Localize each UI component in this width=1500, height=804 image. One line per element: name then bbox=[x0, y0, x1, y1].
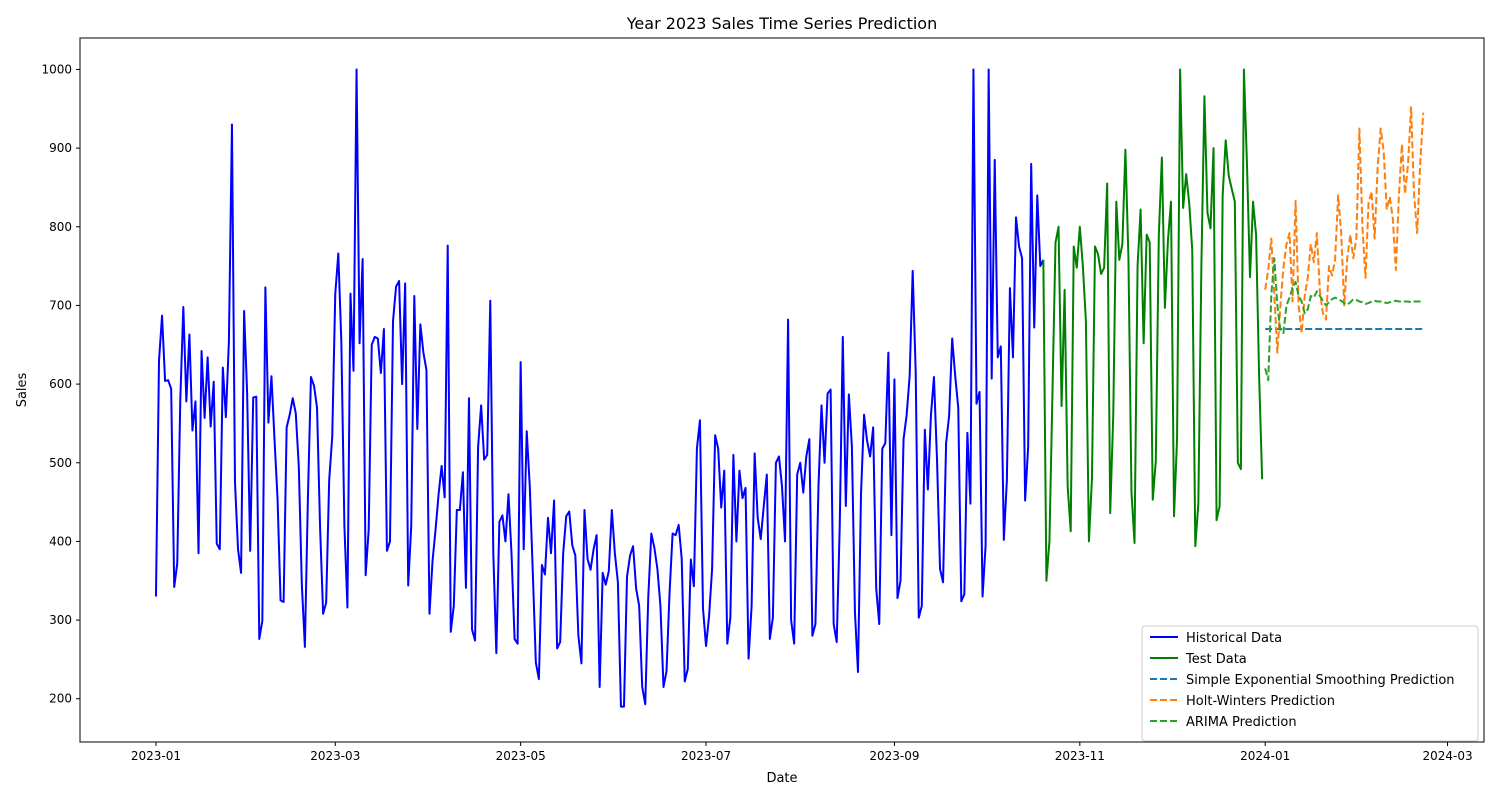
y-tick-label: 700 bbox=[49, 298, 72, 312]
ticks-layer: 2023-01 2023-03 2023-05 2023-07 2023-09 2023-… bbox=[41, 62, 1472, 763]
x-tick-label: 2023-03 bbox=[310, 749, 360, 763]
series-line-arima-prediction bbox=[1264, 257, 1424, 382]
y-tick-label: 600 bbox=[49, 377, 72, 391]
y-tick-label: 400 bbox=[49, 534, 72, 548]
x-tick-label: 2023-09 bbox=[869, 749, 919, 763]
legend-box bbox=[1141, 625, 1479, 742]
legend-label-test-data: Test Data bbox=[1185, 652, 1247, 667]
x-tick-label: 2024-03 bbox=[1422, 749, 1472, 763]
x-tick-label: 2023-01 bbox=[131, 749, 181, 763]
series-line-historical-data bbox=[154, 68, 1045, 708]
y-tick-label: 900 bbox=[49, 141, 72, 155]
x-tick-label: 2023-11 bbox=[1055, 749, 1105, 763]
legend-label-historical-data: Historical Data bbox=[1186, 631, 1282, 646]
legend-label-simple-exponential-smoothing-prediction: Simple Exponential Smoothing Prediction bbox=[1186, 673, 1455, 688]
x-tick-label: 2023-05 bbox=[496, 749, 546, 763]
series-line-test-data bbox=[1042, 68, 1264, 582]
x-axis-label: Date bbox=[766, 771, 797, 786]
y-tick-label: 300 bbox=[49, 613, 72, 627]
plot-frame bbox=[79, 37, 1485, 743]
series-layer bbox=[154, 68, 1425, 708]
y-tick-label: 500 bbox=[49, 456, 72, 470]
x-tick-label: 2023-07 bbox=[681, 749, 731, 763]
legend-label-arima-prediction: ARIMA Prediction bbox=[1186, 715, 1297, 730]
series-line-holt-winters-prediction bbox=[1264, 106, 1425, 354]
legend: Historical Data Test Data Simple Exponenti… bbox=[1141, 625, 1479, 742]
y-tick-label: 200 bbox=[49, 692, 72, 706]
chart-title: Year 2023 Sales Time Series Prediction bbox=[626, 14, 937, 33]
y-axis-label: Sales bbox=[15, 372, 30, 407]
legend-label-holt-winters-prediction: Holt-Winters Prediction bbox=[1186, 694, 1335, 709]
y-tick-label: 1000 bbox=[41, 62, 72, 76]
y-tick-label: 800 bbox=[49, 220, 72, 234]
x-tick-label: 2024-01 bbox=[1240, 749, 1290, 763]
